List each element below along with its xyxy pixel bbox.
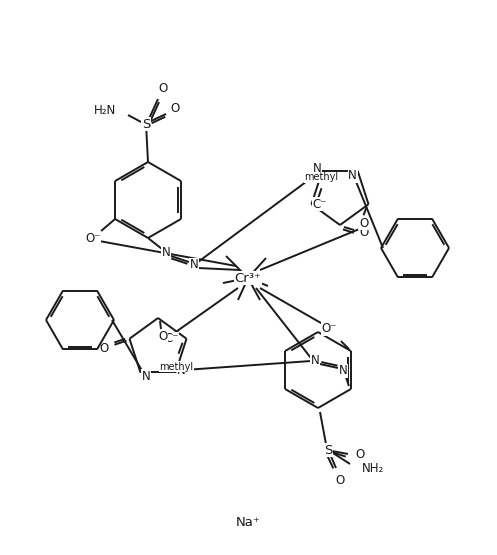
Text: N: N [142,370,151,383]
Text: N: N [177,364,186,377]
Text: methyl: methyl [304,172,338,182]
Text: O: O [159,330,167,344]
Text: C⁻: C⁻ [164,332,178,345]
Text: N: N [313,162,322,175]
Text: N: N [142,370,151,383]
Text: N: N [348,169,357,182]
Text: O⁻: O⁻ [85,233,101,245]
Text: O: O [359,226,369,240]
Text: O: O [355,448,365,462]
Text: Cr³⁺: Cr³⁺ [235,271,261,285]
Text: N: N [162,246,170,260]
Text: O⁻: O⁻ [321,322,336,336]
Text: S: S [142,118,150,130]
Text: O: O [159,82,167,94]
Text: S: S [324,443,332,457]
Text: H₂N: H₂N [94,104,116,118]
Text: methyl: methyl [160,362,194,372]
Text: N: N [338,365,347,377]
Text: O: O [359,217,368,230]
Text: O: O [100,342,109,355]
Text: Na⁺: Na⁺ [236,516,260,528]
Text: N: N [311,355,319,367]
Text: C⁻: C⁻ [312,198,327,211]
Text: O: O [335,473,344,487]
Text: NH₂: NH₂ [362,462,384,475]
Text: N: N [348,169,357,182]
Text: N: N [190,259,198,271]
Text: O: O [170,103,179,115]
